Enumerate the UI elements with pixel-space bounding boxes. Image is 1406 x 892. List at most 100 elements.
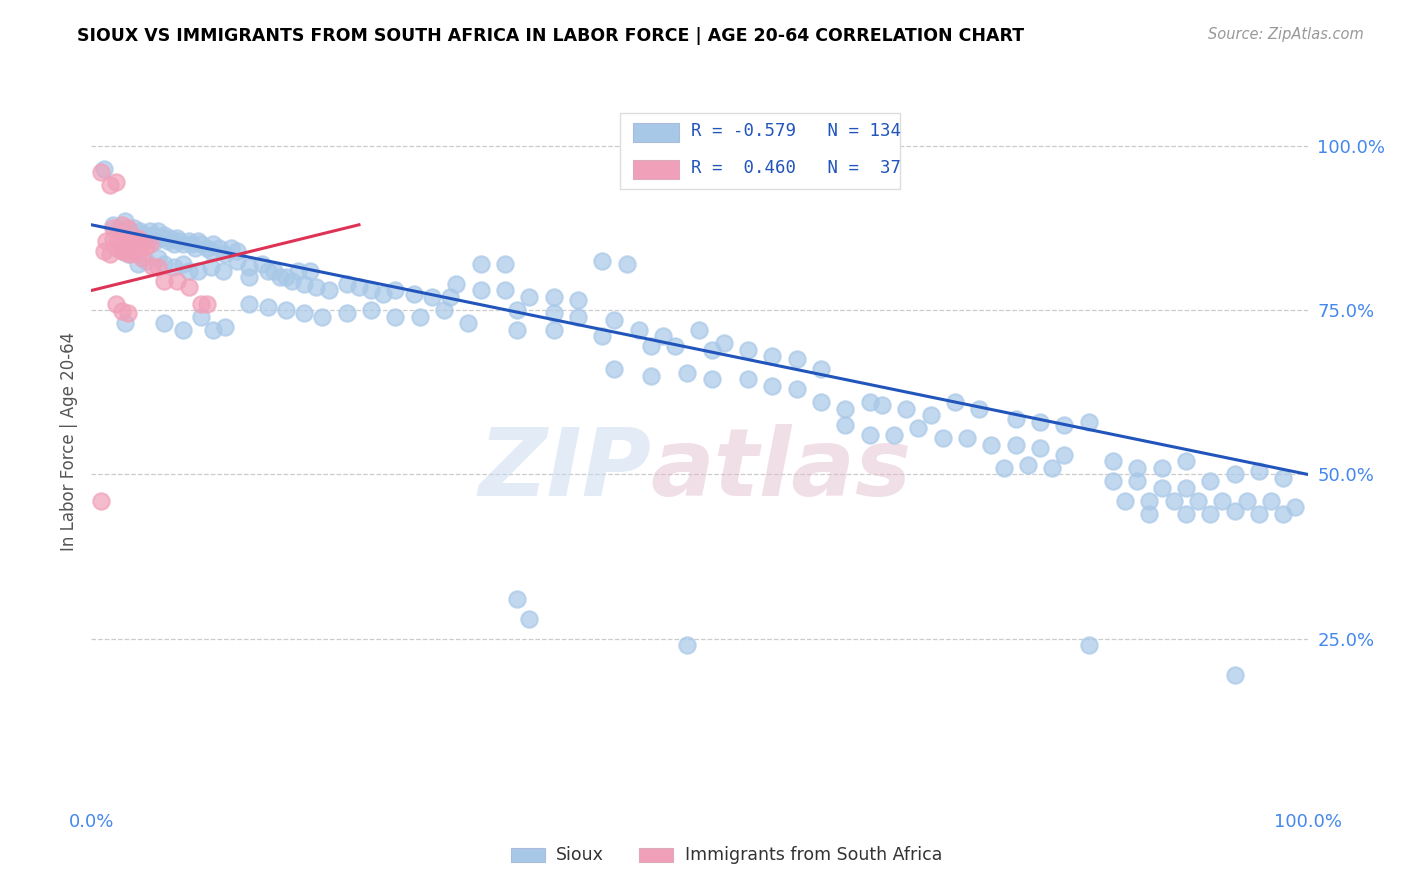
- Point: [1175, 481, 1198, 495]
- Point: [1199, 507, 1222, 521]
- Text: Sioux: Sioux: [555, 846, 603, 863]
- Point: [114, 316, 136, 330]
- Point: [360, 303, 382, 318]
- Text: Source: ZipAtlas.com: Source: ZipAtlas.com: [1208, 27, 1364, 42]
- Point: [834, 418, 856, 433]
- Point: [93, 161, 115, 176]
- Point: [1102, 474, 1125, 488]
- FancyBboxPatch shape: [633, 123, 679, 142]
- Point: [172, 323, 194, 337]
- Point: [120, 247, 142, 261]
- Point: [159, 231, 181, 245]
- Point: [543, 323, 565, 337]
- Point: [299, 264, 322, 278]
- Point: [603, 362, 626, 376]
- Point: [104, 175, 127, 189]
- Point: [1053, 448, 1076, 462]
- Point: [219, 241, 242, 255]
- Point: [943, 395, 966, 409]
- Point: [676, 366, 699, 380]
- Point: [148, 260, 170, 275]
- Point: [214, 247, 236, 261]
- Point: [148, 251, 170, 265]
- Point: [274, 303, 297, 318]
- Point: [281, 274, 304, 288]
- Point: [305, 280, 328, 294]
- Y-axis label: In Labor Force | Age 20-64: In Labor Force | Age 20-64: [59, 332, 77, 551]
- Point: [700, 343, 723, 357]
- Point: [187, 264, 209, 278]
- Point: [402, 286, 425, 301]
- Point: [90, 493, 112, 508]
- Point: [107, 234, 129, 248]
- Text: ZIP: ZIP: [478, 425, 651, 516]
- Point: [202, 323, 225, 337]
- Point: [616, 257, 638, 271]
- Point: [211, 264, 233, 278]
- Point: [384, 284, 406, 298]
- Point: [104, 241, 127, 255]
- Point: [117, 247, 139, 261]
- Point: [195, 241, 218, 255]
- Point: [103, 221, 125, 235]
- Point: [1187, 493, 1209, 508]
- Point: [111, 232, 134, 246]
- Point: [1004, 411, 1026, 425]
- Point: [122, 234, 145, 248]
- Point: [506, 592, 529, 607]
- Point: [111, 304, 134, 318]
- Point: [250, 257, 273, 271]
- Point: [93, 244, 115, 258]
- Point: [640, 339, 662, 353]
- Point: [111, 224, 134, 238]
- Point: [163, 237, 186, 252]
- Point: [131, 236, 153, 251]
- Point: [131, 227, 153, 242]
- Point: [1260, 493, 1282, 508]
- Point: [117, 227, 139, 242]
- Point: [122, 244, 145, 258]
- Point: [127, 257, 149, 271]
- Point: [439, 290, 461, 304]
- Point: [135, 239, 157, 253]
- Point: [1284, 500, 1306, 515]
- Point: [1139, 507, 1161, 521]
- Point: [202, 237, 225, 252]
- Point: [859, 428, 882, 442]
- Point: [1150, 460, 1173, 475]
- Point: [956, 431, 979, 445]
- Point: [238, 296, 260, 310]
- Text: Immigrants from South Africa: Immigrants from South Africa: [685, 846, 942, 863]
- Point: [420, 290, 443, 304]
- Point: [122, 221, 145, 235]
- Point: [786, 382, 808, 396]
- Point: [90, 165, 112, 179]
- Point: [896, 401, 918, 416]
- Point: [117, 221, 139, 235]
- FancyBboxPatch shape: [510, 847, 546, 862]
- Point: [870, 398, 893, 412]
- Point: [177, 264, 200, 278]
- Point: [591, 329, 613, 343]
- Point: [761, 349, 783, 363]
- Point: [494, 284, 516, 298]
- Point: [1223, 503, 1246, 517]
- Point: [470, 284, 492, 298]
- Point: [494, 257, 516, 271]
- Point: [127, 231, 149, 245]
- Point: [141, 259, 163, 273]
- Point: [1272, 471, 1295, 485]
- Point: [111, 218, 134, 232]
- Point: [1040, 460, 1063, 475]
- Point: [1211, 493, 1233, 508]
- Point: [111, 244, 134, 258]
- Point: [103, 218, 125, 232]
- Point: [238, 260, 260, 275]
- Point: [1175, 454, 1198, 468]
- Point: [1223, 667, 1246, 681]
- Point: [208, 241, 231, 255]
- Point: [336, 306, 359, 320]
- Point: [120, 224, 142, 238]
- Point: [676, 638, 699, 652]
- Point: [226, 254, 249, 268]
